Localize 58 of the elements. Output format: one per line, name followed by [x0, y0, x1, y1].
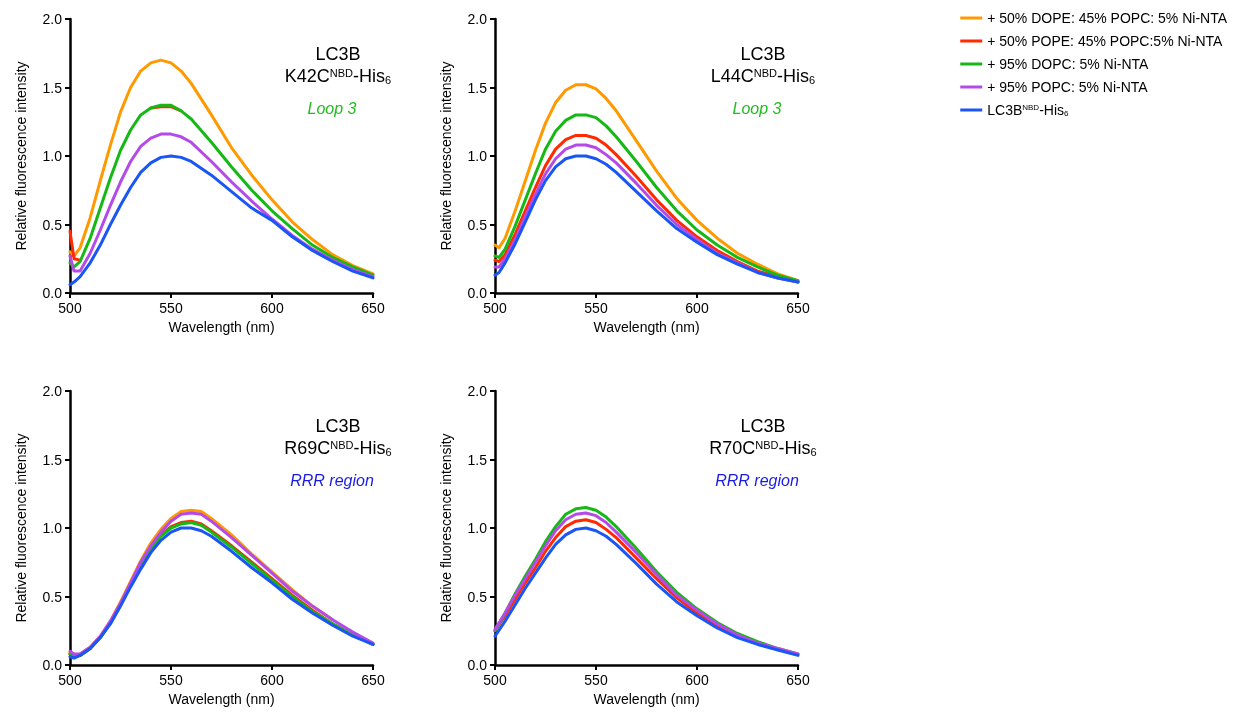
x-tick-label: 550 — [159, 672, 183, 688]
y-tick-label: 2.0 — [42, 383, 63, 399]
x-tick-label: 650 — [786, 300, 810, 316]
x-tick-label: 500 — [58, 300, 82, 316]
y-tick-label: 0.0 — [42, 285, 63, 301]
x-tick-label: 500 — [483, 672, 507, 688]
text: LC3B — [740, 44, 786, 64]
y-tick-label: 1.0 — [42, 148, 63, 164]
x-axis-title: Wavelength (nm) — [168, 318, 275, 335]
y-axis-title: Relative fluorescence intensity — [13, 61, 29, 251]
y-axis-title: Relative fluorescence intensity — [438, 433, 454, 623]
x-axis-title: Wavelength (nm) — [593, 690, 700, 707]
x-axis-title: Wavelength (nm) — [168, 690, 275, 707]
y-tick-label: 1.0 — [42, 520, 63, 536]
y-tick-label: 1.5 — [467, 79, 488, 96]
y-tick-label: 0.5 — [467, 588, 488, 605]
x-tick-label: 550 — [159, 300, 183, 316]
y-tick-label: 0.0 — [467, 285, 488, 301]
x-tick-label: 650 — [786, 672, 810, 688]
y-axis-title: Relative fluorescence intensity — [13, 433, 29, 623]
annotation: Loop 3 — [307, 99, 357, 117]
y-tick-label: 2.0 — [42, 11, 63, 27]
y-tick-label: 0.5 — [467, 216, 488, 233]
y-tick-label: 1.5 — [42, 451, 63, 468]
line-series — [68, 103, 375, 277]
x-tick-label: 600 — [685, 672, 709, 688]
x-tick-label: 600 — [685, 300, 709, 316]
y-tick-label: 0.0 — [467, 657, 488, 673]
y-tick-label: 1.5 — [467, 451, 488, 468]
text: LC3B — [740, 416, 786, 436]
y-tick-label: 1.0 — [467, 520, 488, 536]
x-tick-label: 600 — [260, 300, 284, 316]
y-tick-label: 2.0 — [467, 11, 488, 27]
annotation: Loop 3 — [732, 99, 782, 117]
legend-label: + 50% DOPE: 45% POPC: 5% Ni-NTA — [987, 10, 1228, 26]
annotation: RRR region — [290, 471, 374, 489]
y-tick-label: 1.0 — [467, 148, 488, 164]
legend-label: + 95% DOPC: 5% Ni-NTA — [987, 56, 1150, 72]
x-tick-label: 650 — [361, 672, 385, 688]
x-tick-label: 650 — [361, 300, 385, 316]
x-tick-label: 500 — [483, 300, 507, 316]
line-series — [68, 154, 375, 287]
y-tick-label: 2.0 — [467, 383, 488, 399]
x-tick-label: 500 — [58, 672, 82, 688]
y-tick-label: 1.5 — [42, 79, 63, 96]
annotation: RRR region — [715, 471, 799, 489]
y-tick-label: 0.5 — [42, 216, 63, 233]
x-axis-title: Wavelength (nm) — [593, 318, 700, 335]
text: LC3B — [315, 44, 361, 64]
x-tick-label: 600 — [260, 672, 284, 688]
legend-label: + 50% POPE: 45% POPC:5% Ni-NTA — [987, 33, 1223, 49]
y-axis-title: Relative fluorescence intensity — [438, 61, 454, 251]
y-tick-label: 0.5 — [42, 588, 63, 605]
x-tick-label: 550 — [584, 672, 608, 688]
x-tick-label: 550 — [584, 300, 608, 316]
legend-label: + 95% POPC: 5% Ni-NTA — [987, 79, 1149, 95]
text: LC3B — [315, 416, 361, 436]
y-tick-label: 0.0 — [42, 657, 63, 673]
